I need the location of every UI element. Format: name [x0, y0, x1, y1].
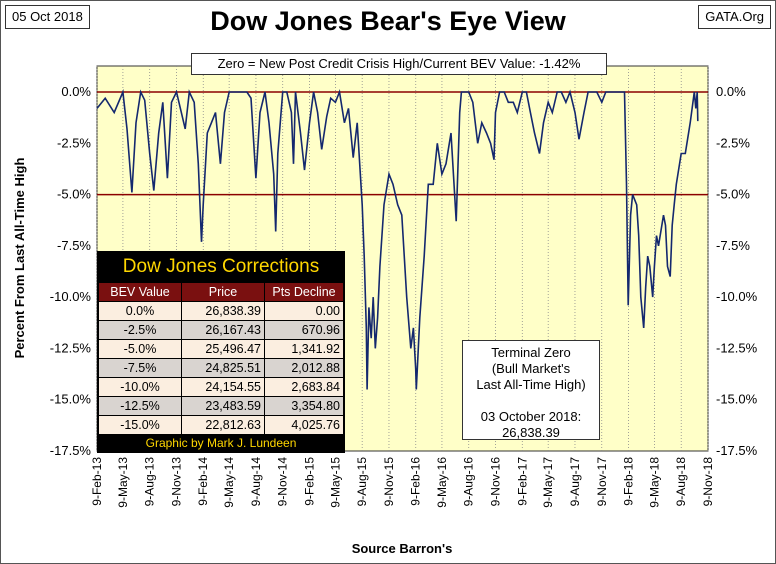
table-cell: 1,341.92 — [264, 339, 344, 359]
y-axis-label: Percent From Last All-Time High — [12, 158, 27, 359]
x-tick-label: 9-May-18 — [647, 457, 661, 508]
x-tick-label: 9-Aug-13 — [143, 457, 157, 507]
x-tick-label: 9-Nov-14 — [276, 457, 290, 507]
x-tick-label: 9-Aug-17 — [568, 457, 582, 507]
table-cell: 24,154.55 — [181, 377, 265, 397]
x-tick-label: 9-Aug-15 — [355, 457, 369, 507]
y-tick-label: 0.0% — [61, 84, 91, 99]
table-cell: -12.5% — [98, 396, 182, 416]
x-tick-label: 9-May-14 — [222, 457, 236, 508]
table-row: -10.0% 24,154.55 2,683.84 — [98, 377, 344, 397]
table-row: -2.5% 26,167.43 670.96 — [98, 320, 344, 340]
y-tick-label-right: -15.0% — [716, 392, 758, 407]
bev-note: Zero = New Post Credit Crisis High/Curre… — [191, 53, 607, 75]
table-cell: 670.96 — [264, 320, 344, 340]
x-tick-label: 9-Feb-18 — [622, 457, 636, 506]
y-tick-label: -5.0% — [57, 187, 91, 202]
x-tick-label: 9-May-17 — [541, 457, 555, 508]
y-tick-label: -17.5% — [50, 443, 92, 458]
table-cell: 2,683.84 — [264, 377, 344, 397]
terminal-line-4: 03 October 2018: — [480, 409, 582, 424]
terminal-zero-box: Terminal Zero (Bull Market's Last All-Ti… — [462, 340, 600, 440]
date-label: 05 Oct 2018 — [5, 5, 90, 29]
table-cell: -15.0% — [98, 415, 182, 435]
y-tick-label-right: 0.0% — [716, 84, 746, 99]
x-tick-label: 9-Feb-14 — [196, 457, 210, 506]
header-bev: BEV Value — [98, 282, 182, 302]
source-label: GATA.Org — [698, 5, 771, 29]
table-cell: -10.0% — [98, 377, 182, 397]
table-cell: -5.0% — [98, 339, 182, 359]
y-tick-label: -12.5% — [50, 340, 92, 355]
table-cell: 0.00 — [264, 301, 344, 321]
table-row: -5.0% 25,496.47 1,341.92 — [98, 339, 344, 359]
x-tick-label: 9-May-16 — [435, 457, 449, 508]
table-row: 0.0% 26,838.39 0.00 — [98, 301, 344, 321]
y-tick-label: -15.0% — [50, 392, 92, 407]
table-cell: -7.5% — [98, 358, 182, 378]
x-tick-label: 9-May-13 — [116, 457, 130, 508]
y-tick-label: -2.5% — [57, 135, 91, 150]
y-tick-label-right: -7.5% — [716, 238, 750, 253]
header-decline: Pts Decline — [264, 282, 344, 302]
x-tick-label: 9-Nov-13 — [170, 457, 184, 507]
x-tick-label: 9-Feb-16 — [409, 457, 423, 506]
table-cell: 24,825.51 — [181, 358, 265, 378]
x-tick-label: 9-Aug-14 — [249, 457, 263, 507]
corrections-table: Dow Jones Corrections BEV Value Price Pt… — [97, 251, 345, 453]
terminal-line-2: (Bull Market's — [491, 361, 571, 376]
y-tick-label-right: -5.0% — [716, 187, 750, 202]
x-tick-label: 9-Feb-15 — [303, 457, 317, 506]
x-axis-label: Source Barron's — [352, 541, 453, 556]
corrections-title: Dow Jones Corrections — [122, 256, 320, 277]
table-cell: 3,354.80 — [264, 396, 344, 416]
y-tick-label-right: -10.0% — [716, 289, 758, 304]
x-tick-label: 9-Nov-15 — [382, 457, 396, 507]
table-cell: -2.5% — [98, 320, 182, 340]
x-tick-label: 9-Aug-16 — [462, 457, 476, 507]
table-cell: 4,025.76 — [264, 415, 344, 435]
terminal-line-1: Terminal Zero — [491, 345, 571, 360]
x-tick-label: 9-Feb-17 — [515, 457, 529, 506]
terminal-line-3: Last All-Time High) — [476, 377, 586, 392]
table-cell: 23,483.59 — [181, 396, 265, 416]
table-row: -7.5% 24,825.51 2,012.88 — [98, 358, 344, 378]
table-cell: 25,496.47 — [181, 339, 265, 359]
chart-title: Dow Jones Bear's Eye View — [210, 6, 566, 36]
x-tick-label: 9-Feb-13 — [90, 457, 104, 506]
x-tick-label: 9-May-15 — [328, 457, 342, 508]
y-tick-label: -10.0% — [50, 289, 92, 304]
y-tick-label-right: -12.5% — [716, 340, 758, 355]
x-tick-label: 9-Nov-18 — [701, 457, 715, 507]
series-line — [96, 88, 699, 390]
corrections-grid: BEV Value Price Pts Decline 0.0% 26,838.3… — [98, 282, 344, 435]
y-tick-label-right: -17.5% — [716, 443, 758, 458]
terminal-line-5: 26,838.39 — [502, 425, 560, 440]
table-row: -12.5% 23,483.59 3,354.80 — [98, 396, 344, 416]
graphic-credit: Graphic by Mark J. Lundeen — [145, 436, 297, 450]
table-cell: 26,167.43 — [181, 320, 265, 340]
table-cell: 0.0% — [98, 301, 182, 321]
table-cell: 26,838.39 — [181, 301, 265, 321]
table-cell: 2,012.88 — [264, 358, 344, 378]
x-tick-label: 9-Nov-16 — [489, 457, 503, 507]
y-tick-label-right: -2.5% — [716, 135, 750, 150]
header-price: Price — [181, 282, 265, 302]
x-tick-label: 9-Nov-17 — [595, 457, 609, 507]
terminal-spacer — [463, 393, 599, 409]
x-tick-label: 9-Aug-18 — [674, 457, 688, 507]
table-cell: 22,812.63 — [181, 415, 265, 435]
y-tick-label: -7.5% — [57, 238, 91, 253]
table-row: -15.0% 22,812.63 4,025.76 — [98, 415, 344, 435]
